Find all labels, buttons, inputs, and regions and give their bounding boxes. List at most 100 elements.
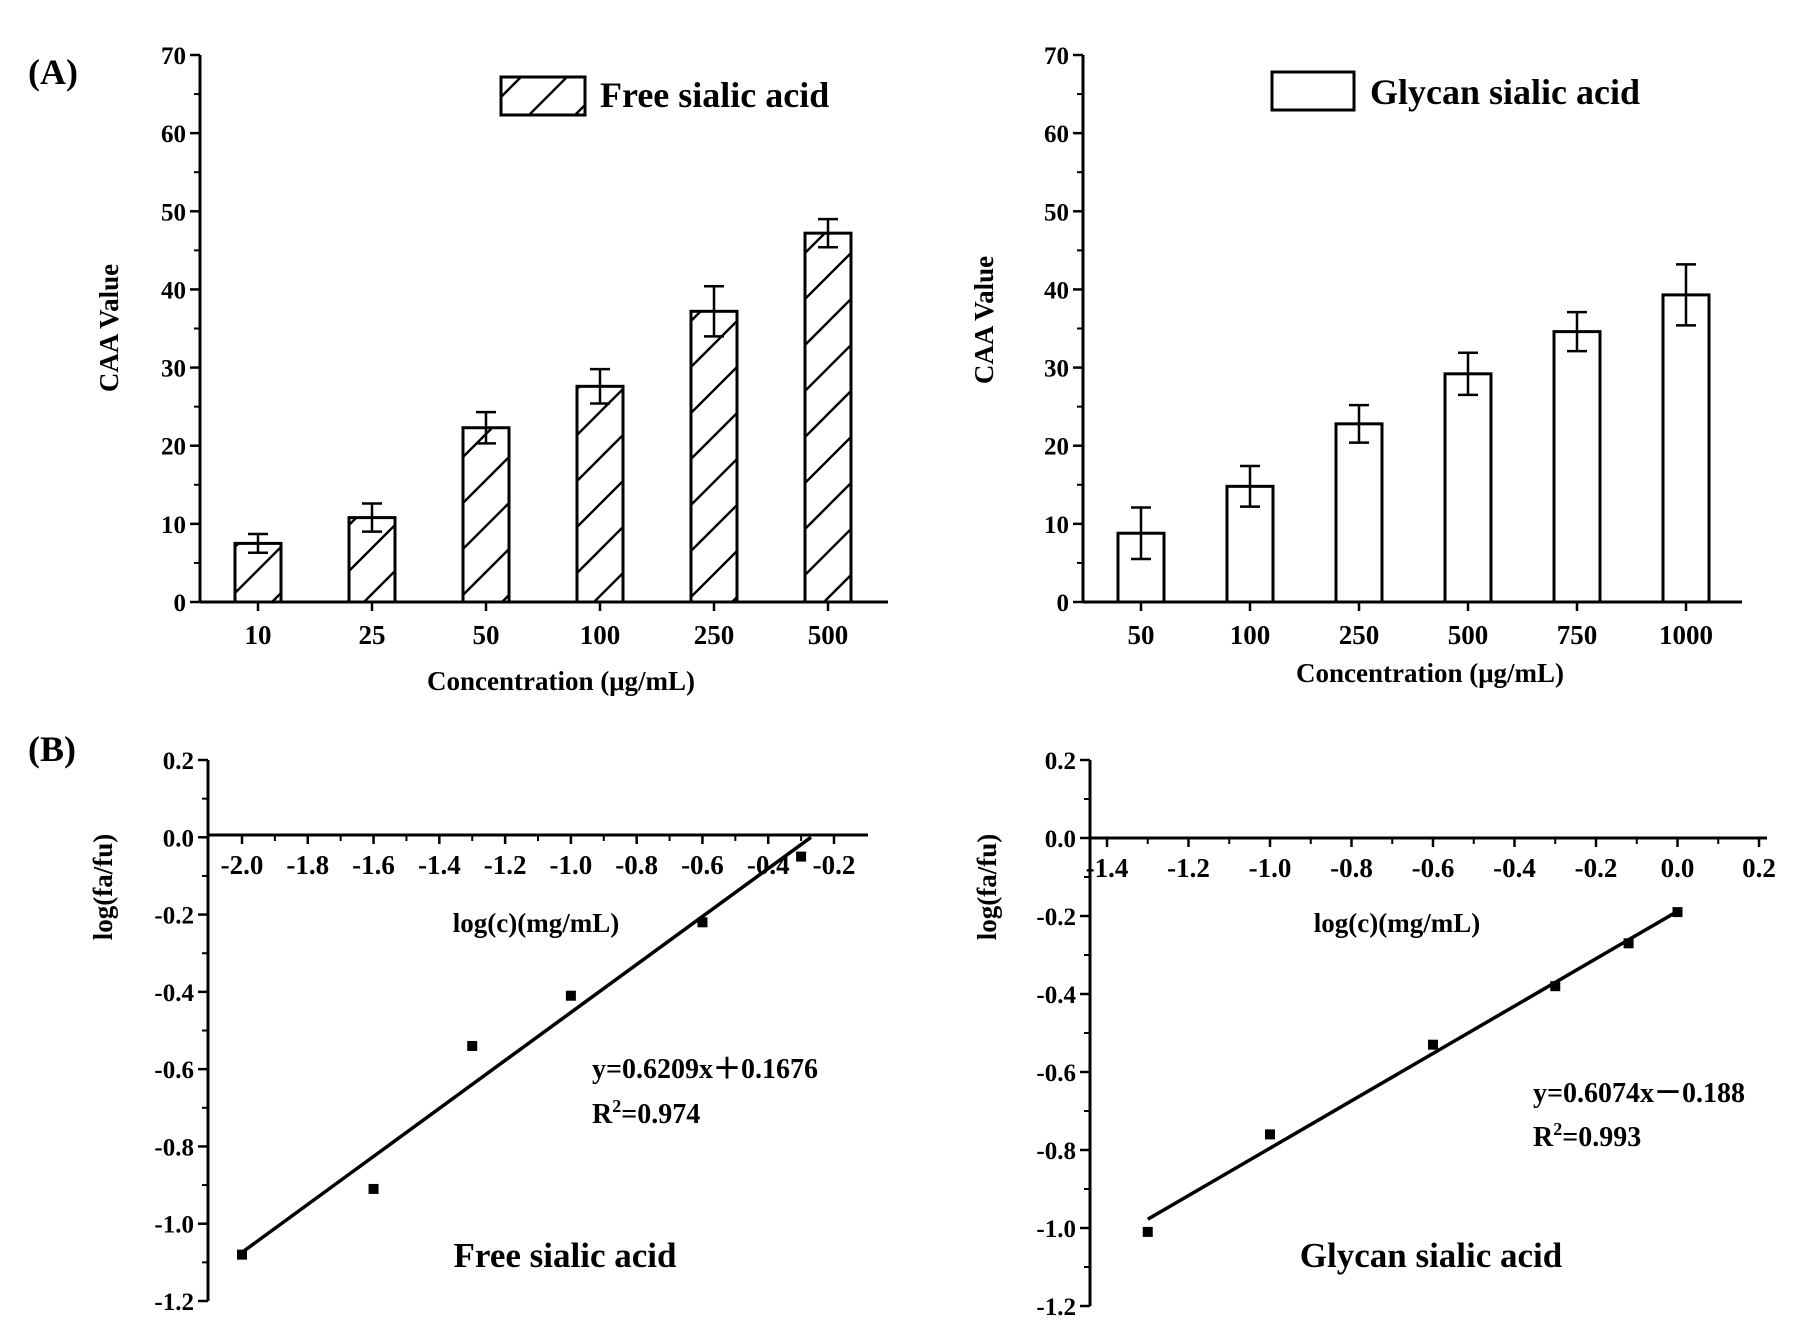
r2-value: =0.974 [621, 1099, 700, 1130]
bar-50 [461, 426, 511, 604]
scatter-chart-glycan-sialic-acid: 0.2 0.0 -0.2 -0.4 -0.6 -0.8 -1.0 -1.2 -1.4 -1.2 -… [972, 748, 1776, 1321]
fit-equation: y=0.6209x＋0.1676 [592, 1054, 818, 1085]
x-tick-label: -0.8 [1330, 853, 1373, 883]
y-tick-label: 0 [174, 590, 187, 617]
bar-500 [803, 231, 853, 604]
y-tick-label: -0.8 [1036, 1138, 1076, 1165]
y-tick-label: 40 [1044, 277, 1069, 304]
data-point [796, 851, 807, 862]
data-point [1672, 907, 1683, 918]
x-axis-title: Concentration (μg/mL) [427, 666, 695, 696]
y-axis-title: CAA Value [94, 264, 124, 392]
bar-100 [575, 384, 625, 604]
panel-label-a: (A) [28, 52, 78, 92]
bar-chart-free-sialic-acid: 0 10 20 30 40 50 60 70 10 25 50 100 250 500 CAA Valu… [94, 43, 888, 696]
x-tick-label: 0.2 [1742, 853, 1776, 883]
fit-equation: y=0.6074x－0.188 [1533, 1078, 1745, 1109]
x-tick-label: -0.6 [681, 850, 724, 880]
x-tick-label: 500 [808, 620, 849, 650]
data-point [1428, 1039, 1438, 1050]
legend: Free sialic acid [499, 75, 829, 117]
x-axis-title: Concentration (μg/mL) [1296, 658, 1564, 688]
data-point [467, 1040, 478, 1051]
data-point [565, 990, 576, 1001]
x-tick-label: 25 [359, 620, 386, 650]
chart-title: Free sialic acid [454, 1236, 677, 1275]
x-tick-label: 500 [1448, 620, 1489, 650]
x-axis-title: log(c)(mg/mL) [453, 908, 619, 938]
x-tick-label: 250 [694, 620, 735, 650]
x-tick-label: 10 [245, 620, 272, 650]
y-tick-label: -0.4 [154, 980, 194, 1007]
y-tick-label: 10 [1044, 512, 1069, 539]
x-tick-label: -0.8 [615, 850, 658, 880]
r2-value: =0.993 [1562, 1122, 1641, 1153]
data-point [368, 1183, 379, 1194]
y-tick-label: -0.6 [154, 1057, 194, 1084]
panel-label-b: (B) [28, 729, 76, 769]
x-tick-label: 1000 [1659, 620, 1713, 650]
data-point [237, 1249, 247, 1260]
data-point [1142, 1226, 1153, 1237]
data-point [697, 917, 708, 928]
x-tick-label: -0.4 [1493, 853, 1536, 883]
y-tick-label: -1.2 [154, 1289, 194, 1316]
r2-exponent: 2 [1553, 1119, 1562, 1139]
y-tick-label: 20 [1044, 434, 1069, 461]
legend: Glycan sialic acid [1270, 70, 1640, 112]
y-tick-label: 30 [161, 356, 186, 383]
y-tick-label: 40 [161, 277, 186, 304]
y-tick-label: 30 [1044, 356, 1069, 383]
x-tick-label: -2.0 [221, 850, 264, 880]
y-tick-label: 0 [1057, 590, 1070, 617]
y-tick-label: -1.0 [154, 1212, 194, 1239]
data-point [1265, 1129, 1275, 1140]
y-tick-label: 50 [161, 199, 186, 226]
y-tick-label: 0.0 [1045, 826, 1076, 853]
scatter-chart-free-sialic-acid: 0.20.0-0.2-0.4-0.6-0.8-1.0-1.2 -2.0 -1.8-… [88, 748, 868, 1316]
y-tick-label: -0.6 [1036, 1060, 1076, 1087]
y-tick-label: -0.2 [1036, 904, 1076, 931]
x-tick-label: 750 [1557, 620, 1598, 650]
x-tick-label: -1.0 [550, 850, 593, 880]
y-tick-label: 60 [161, 121, 186, 148]
chart-title: Glycan sialic acid [1300, 1236, 1563, 1275]
y-axis-title: log(fa/fu) [88, 834, 118, 940]
y-tick-label: 20 [161, 434, 186, 461]
bar-500 [1443, 372, 1493, 604]
legend-swatch [1270, 70, 1356, 112]
r-squared: R2=0.974 [592, 1096, 700, 1130]
y-axis-title: CAA Value [969, 256, 999, 384]
y-tick-label: -0.8 [154, 1134, 194, 1161]
x-tick-label: -0.2 [813, 850, 856, 880]
x-tick-label: 100 [1230, 620, 1271, 650]
bar-750 [1552, 330, 1602, 604]
x-tick-label: 250 [1339, 620, 1380, 650]
y-tick-label: 70 [161, 43, 186, 70]
bar-chart-glycan-sialic-acid: 0 10 20 30 40 50 60 70 50 100 250 500 750 1000 CAA V… [969, 43, 1742, 688]
y-tick-label: -1.2 [1036, 1294, 1076, 1321]
r2-prefix: R [1533, 1122, 1554, 1153]
y-tick-label: 10 [161, 512, 186, 539]
data-point [1623, 938, 1634, 949]
y-axis-title: log(fa/fu) [972, 834, 1002, 940]
y-tick-label: 60 [1044, 121, 1069, 148]
legend-label: Free sialic acid [600, 75, 829, 115]
x-tick-label: 50 [473, 620, 500, 650]
fit-line [240, 835, 813, 1254]
bar-1000 [1661, 293, 1711, 604]
x-tick-label: -0.4 [747, 850, 790, 880]
y-tick-label: 0.0 [163, 825, 194, 852]
x-tick-label: 50 [1128, 620, 1155, 650]
y-tick-label: -1.0 [1036, 1216, 1076, 1243]
x-tick-label: -1.2 [484, 850, 527, 880]
x-tick-label: -1.4 [418, 850, 461, 880]
x-tick-label: -1.2 [1167, 853, 1210, 883]
y-tick-label: 0.2 [163, 748, 194, 775]
r-squared: R2=0.993 [1533, 1119, 1641, 1153]
legend-label: Glycan sialic acid [1370, 72, 1640, 112]
r2-prefix: R [592, 1099, 613, 1130]
legend-swatch [499, 75, 587, 117]
r2-exponent: 2 [612, 1096, 621, 1116]
